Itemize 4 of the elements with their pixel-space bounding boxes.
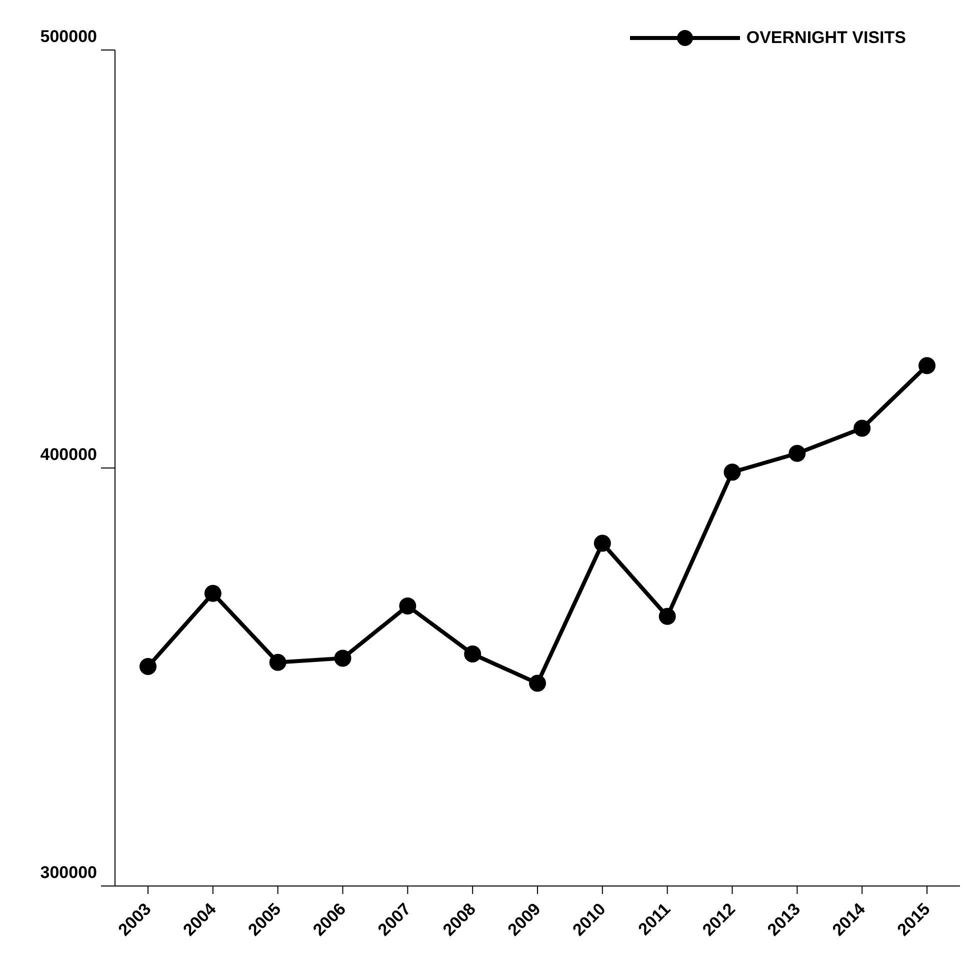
y-tick-label: 400000 [40,445,97,464]
text: OVERNIGHT VISITS [746,28,906,48]
y-tick-label: 300000 [40,863,97,882]
y-tick-label: 500000 [40,27,97,46]
